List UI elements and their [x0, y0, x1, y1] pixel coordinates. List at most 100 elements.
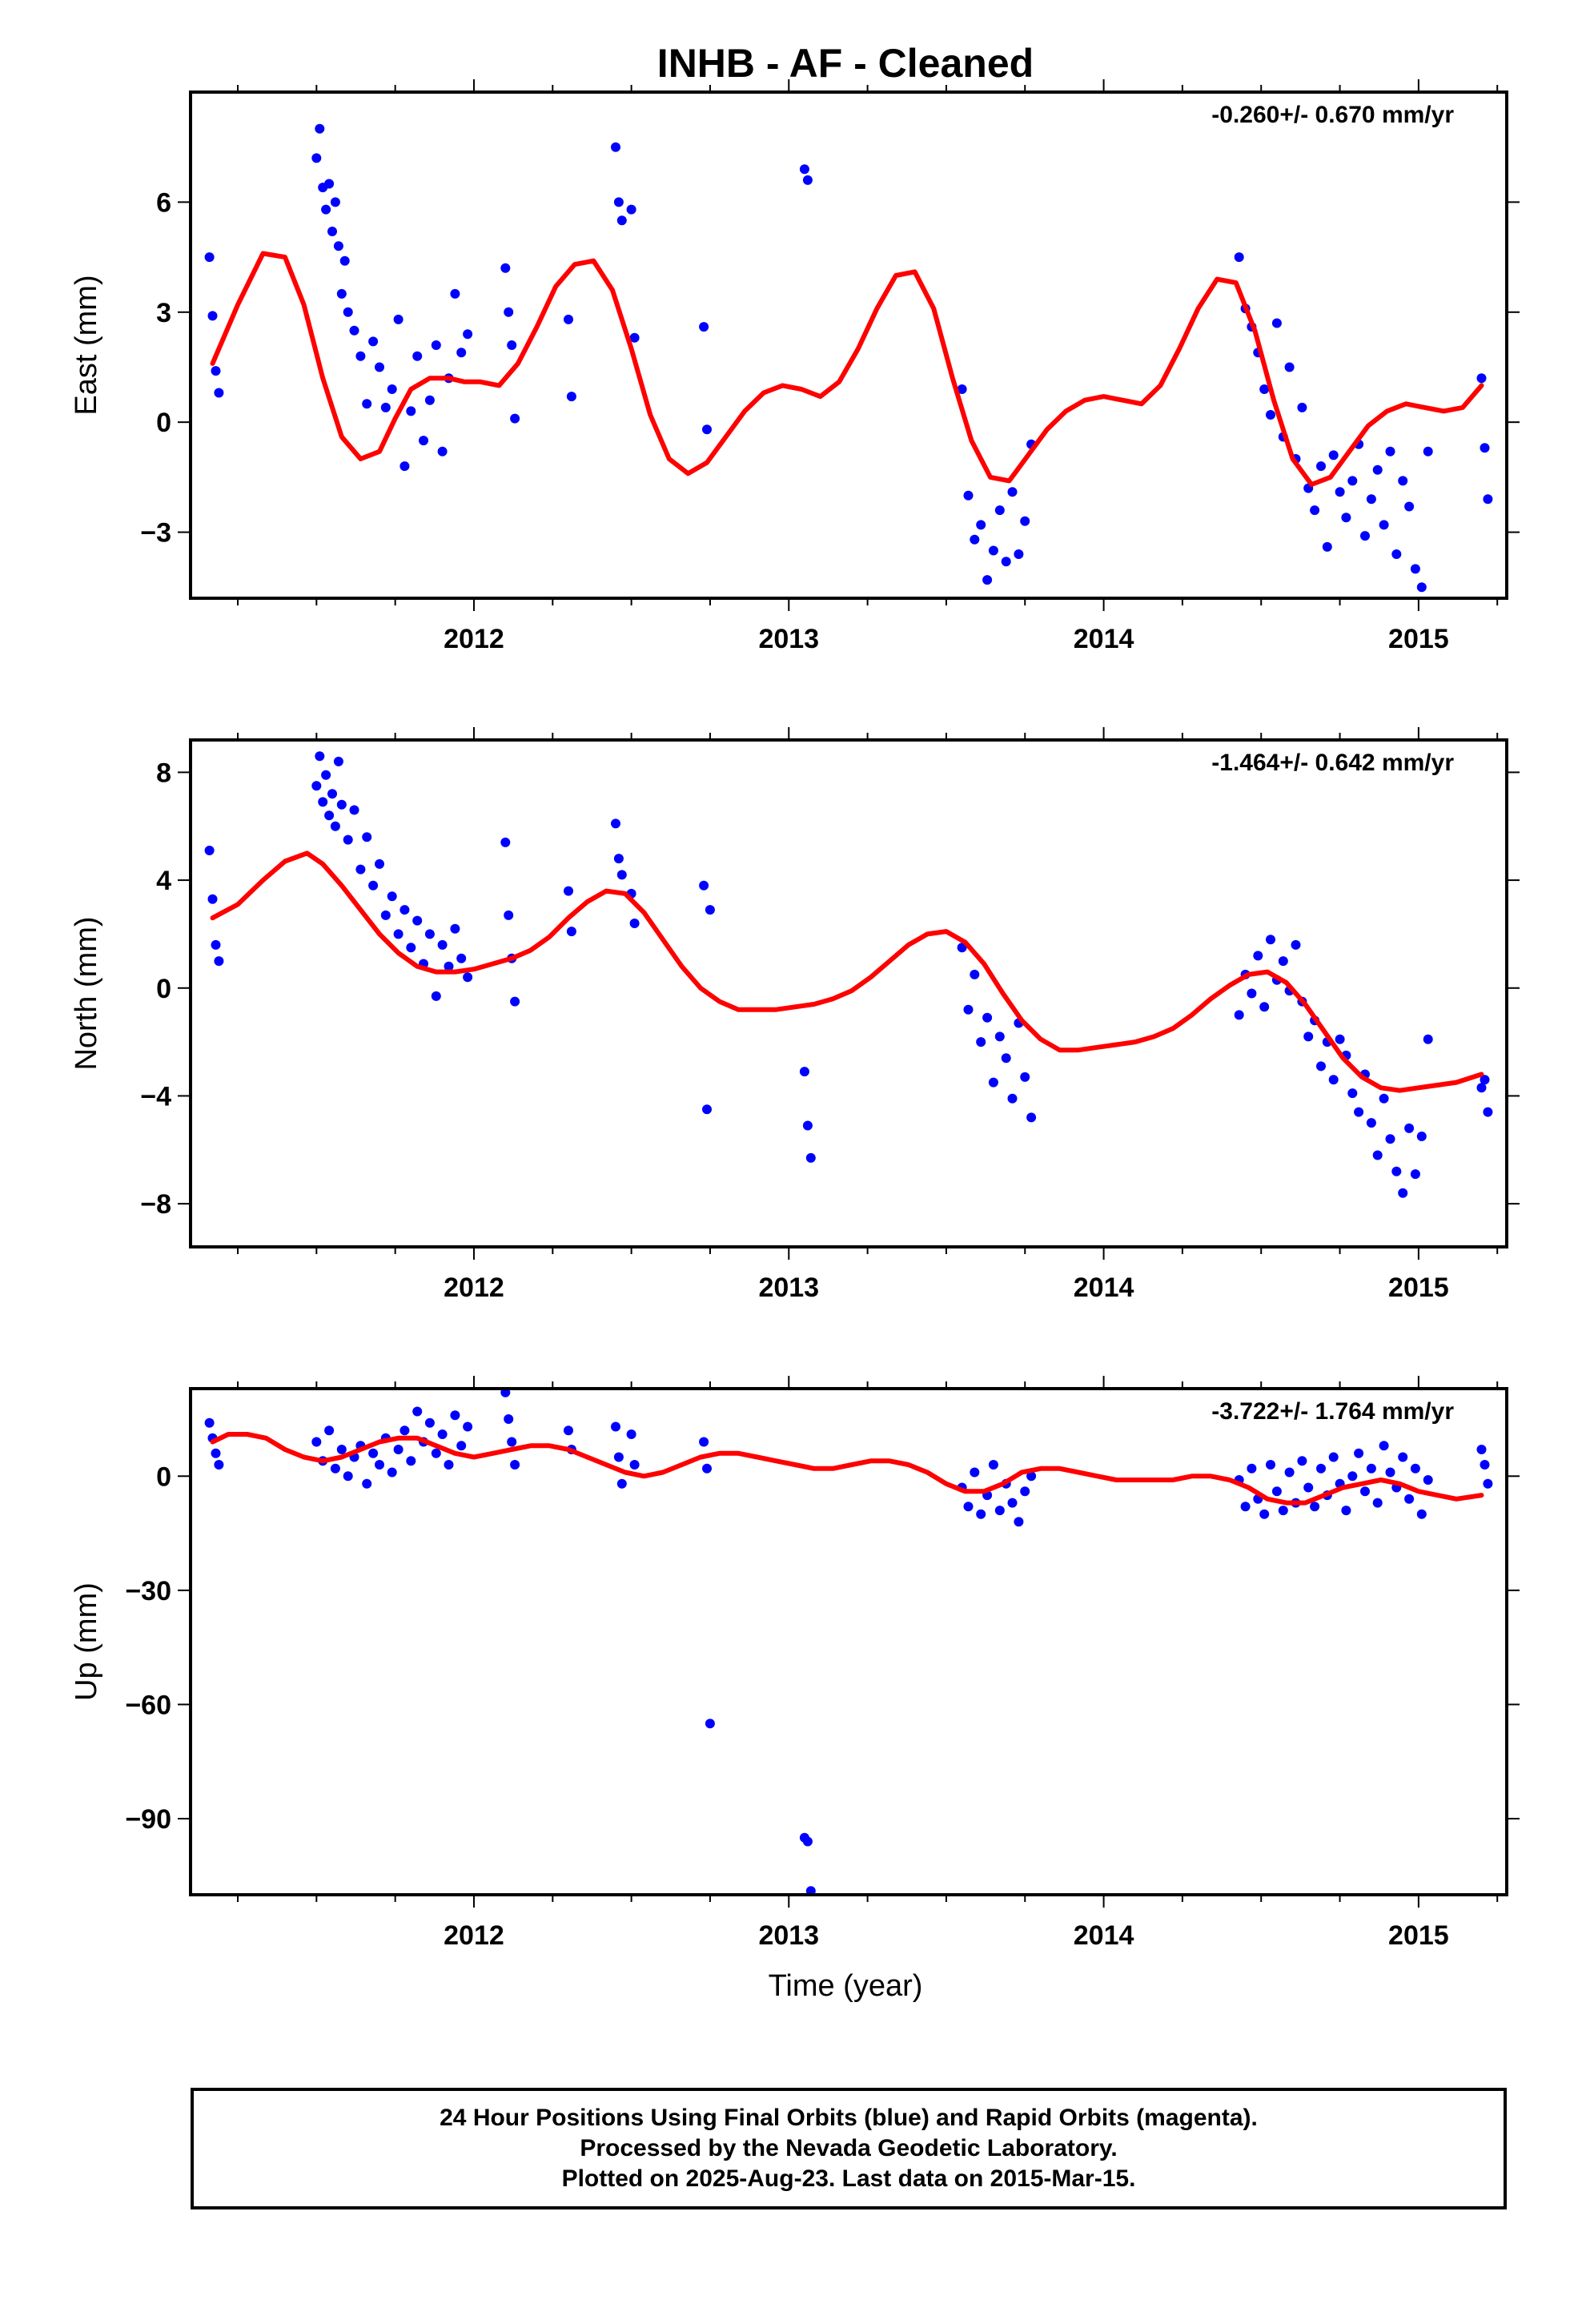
y-axis-label: Up (mm) — [70, 1582, 103, 1701]
x-tick-label: 2015 — [1388, 1920, 1449, 1951]
data-point — [1247, 1463, 1257, 1474]
data-point — [362, 832, 372, 842]
data-point — [387, 891, 397, 902]
data-point — [450, 1410, 460, 1421]
data-point — [963, 1502, 974, 1512]
data-point — [1372, 464, 1383, 475]
y-tick-label: 3 — [156, 298, 171, 328]
data-point — [976, 1509, 986, 1519]
data-point — [626, 204, 636, 215]
data-point — [1266, 935, 1275, 945]
y-tick-label: −4 — [140, 1081, 171, 1112]
data-point — [976, 520, 986, 530]
data-point — [988, 1460, 998, 1470]
panel-0: 2012 2013 2014 2015 −3 0 3 6 East (mm) -0.260+/- … — [70, 79, 1520, 654]
data-point — [611, 818, 620, 829]
data-point — [1266, 1460, 1275, 1470]
panel-1: 2012 2013 2014 2015 −8 −4 0 4 8 North (mm) -1.464+… — [70, 727, 1520, 1303]
plot-frame — [189, 738, 1508, 1248]
data-point — [1379, 1441, 1389, 1451]
data-point — [424, 929, 435, 939]
data-point — [982, 575, 993, 585]
data-point — [463, 329, 473, 340]
data-point — [311, 1437, 322, 1447]
y-tick-label: 6 — [156, 187, 171, 218]
data-point — [1259, 384, 1270, 394]
data-point — [616, 870, 627, 880]
data-point — [375, 858, 384, 869]
y-tick-label: 0 — [156, 1462, 171, 1492]
data-point — [375, 362, 384, 372]
data-point — [1278, 1506, 1288, 1516]
data-point — [1385, 446, 1395, 456]
data-point — [1007, 487, 1018, 497]
data-point — [1416, 1509, 1427, 1519]
data-point — [1379, 520, 1389, 530]
rate-annotation: -3.722+/- 1.764 mm/yr — [1211, 1398, 1454, 1425]
trend-fit-line — [210, 850, 1484, 1093]
data-point — [387, 384, 397, 394]
data-point — [564, 1425, 573, 1436]
data-point — [349, 325, 359, 336]
data-point — [1316, 1061, 1326, 1072]
data-point — [1335, 1034, 1345, 1044]
data-point — [343, 1471, 353, 1482]
data-point — [437, 1429, 448, 1439]
data-point — [510, 996, 520, 1007]
data-point — [613, 1452, 624, 1462]
x-tick-label: 2015 — [1388, 1273, 1449, 1303]
data-point — [355, 864, 366, 875]
data-point — [456, 1441, 467, 1451]
data-point — [368, 880, 379, 891]
data-point — [504, 1414, 514, 1424]
rate-annotation: -0.260+/- 0.670 mm/yr — [1211, 102, 1454, 128]
data-point — [699, 322, 709, 332]
footer-line-3: Plotted on 2025-Aug-23. Last data on 201… — [561, 2165, 1136, 2192]
rate-annotation: -1.464+/- 0.642 mm/yr — [1211, 750, 1454, 776]
data-point — [1347, 476, 1358, 486]
y-tick-label: −60 — [125, 1690, 171, 1720]
data-point — [1284, 362, 1295, 372]
data-point — [211, 1448, 221, 1458]
data-point — [214, 956, 224, 967]
y-tick-label: −30 — [125, 1576, 171, 1606]
data-point — [393, 929, 404, 939]
data-point — [1404, 501, 1415, 512]
y-tick-label: 4 — [156, 866, 171, 896]
data-point — [1026, 1471, 1037, 1482]
data-point — [333, 756, 343, 766]
data-point — [564, 886, 573, 896]
data-point — [204, 1417, 215, 1428]
x-tick-label: 2013 — [758, 1920, 819, 1951]
data-point — [1316, 1463, 1326, 1474]
footer-note-box: 24 Hour Positions Using Final Orbits (bl… — [191, 2088, 1507, 2209]
data-point — [311, 781, 322, 791]
data-point — [805, 1886, 816, 1895]
x-tick-label: 2015 — [1388, 624, 1449, 654]
data-point — [970, 1467, 980, 1478]
data-point — [431, 1448, 441, 1458]
data-point — [957, 384, 967, 394]
data-point — [311, 153, 322, 163]
data-point — [705, 905, 715, 915]
trend-fit-line — [210, 251, 1484, 487]
data-point — [380, 402, 391, 412]
data-point — [437, 939, 448, 950]
data-point — [1476, 1083, 1487, 1093]
y-tick-label: −90 — [125, 1804, 171, 1835]
x-axis-label: Time (year) — [769, 1969, 923, 2003]
data-point — [214, 1460, 224, 1470]
data-point — [626, 1429, 636, 1439]
data-point — [629, 332, 640, 343]
data-point — [1341, 1506, 1351, 1516]
data-point — [963, 490, 974, 501]
data-point — [400, 1425, 410, 1436]
data-point — [324, 179, 335, 189]
data-point — [450, 923, 460, 934]
data-point — [1020, 516, 1030, 526]
data-point — [1366, 1118, 1376, 1128]
data-point — [805, 1152, 816, 1163]
data-point — [207, 894, 218, 904]
data-point — [1310, 505, 1320, 516]
